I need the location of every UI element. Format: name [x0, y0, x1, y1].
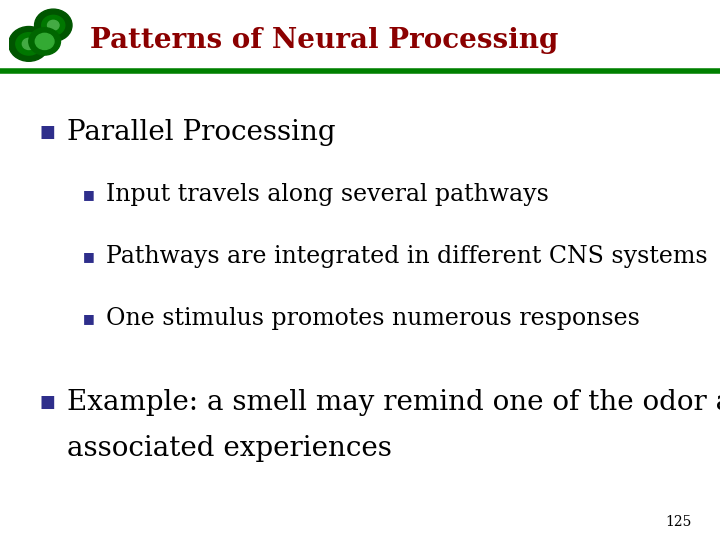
Text: ■: ■: [40, 393, 55, 411]
Circle shape: [35, 9, 72, 42]
Circle shape: [16, 33, 42, 55]
Text: associated experiences: associated experiences: [67, 435, 392, 462]
Circle shape: [29, 28, 60, 55]
Text: Pathways are integrated in different CNS systems: Pathways are integrated in different CNS…: [106, 245, 708, 268]
Circle shape: [48, 21, 59, 30]
Circle shape: [22, 38, 35, 50]
Text: One stimulus promotes numerous responses: One stimulus promotes numerous responses: [106, 307, 639, 330]
Circle shape: [9, 26, 49, 62]
Text: ■: ■: [83, 188, 94, 201]
Text: ■: ■: [83, 250, 94, 263]
Text: Parallel Processing: Parallel Processing: [67, 119, 336, 146]
Text: Input travels along several pathways: Input travels along several pathways: [106, 183, 549, 206]
Circle shape: [35, 33, 54, 50]
Text: ■: ■: [83, 312, 94, 325]
Text: ■: ■: [40, 123, 55, 141]
Text: Example: a smell may remind one of the odor and: Example: a smell may remind one of the o…: [67, 389, 720, 416]
Circle shape: [42, 15, 65, 35]
Text: 125: 125: [665, 515, 691, 529]
Text: Patterns of Neural Processing: Patterns of Neural Processing: [90, 27, 559, 54]
